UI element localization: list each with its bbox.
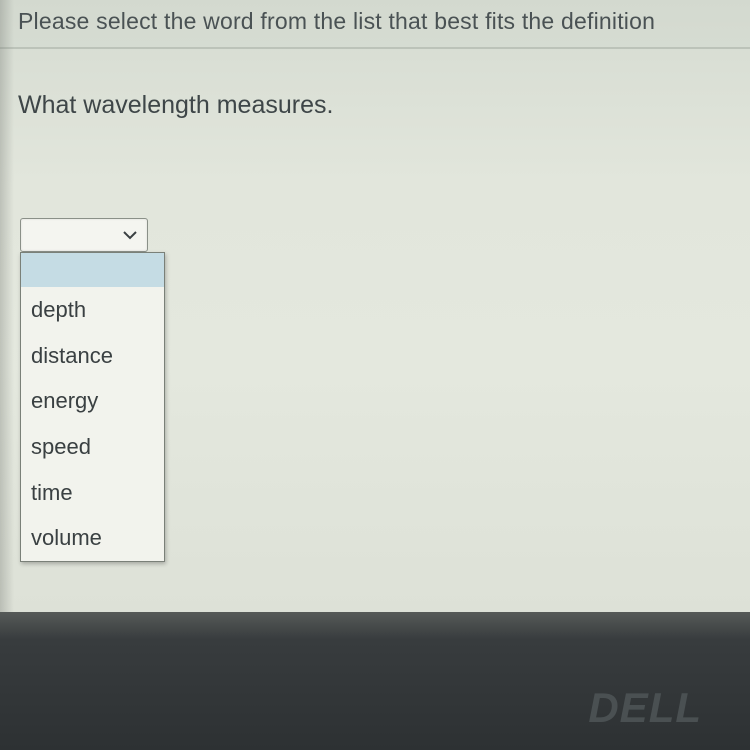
dropdown-options-list: depth distance energy speed time volume xyxy=(20,252,165,562)
dropdown-option-distance[interactable]: distance xyxy=(21,333,164,379)
answer-dropdown: depth distance energy speed time volume xyxy=(20,218,165,562)
dropdown-option-volume[interactable]: volume xyxy=(21,515,164,561)
dropdown-option-depth[interactable]: depth xyxy=(21,287,164,333)
dropdown-option-energy[interactable]: energy xyxy=(21,378,164,424)
brand-logo: DELL xyxy=(588,684,702,732)
dropdown-option-blank[interactable] xyxy=(21,253,164,287)
instruction-text: Please select the word from the list tha… xyxy=(0,0,750,49)
dropdown-option-time[interactable]: time xyxy=(21,470,164,516)
dropdown-option-speed[interactable]: speed xyxy=(21,424,164,470)
screen-left-edge xyxy=(0,0,14,612)
chevron-down-icon xyxy=(123,230,137,240)
monitor-bezel: DELL xyxy=(0,612,750,750)
question-prompt: What wavelength measures. xyxy=(0,49,750,138)
dropdown-select[interactable] xyxy=(20,218,148,252)
screen-content: Please select the word from the list tha… xyxy=(0,0,750,612)
